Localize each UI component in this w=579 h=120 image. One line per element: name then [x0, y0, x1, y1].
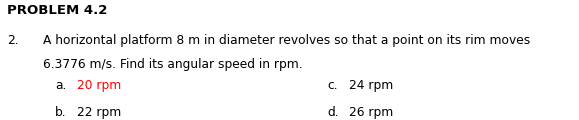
Text: a.: a.	[55, 79, 67, 92]
Text: c.: c.	[327, 79, 338, 92]
Text: d.: d.	[327, 106, 339, 119]
Text: 22 rpm: 22 rpm	[77, 106, 121, 119]
Text: 24 rpm: 24 rpm	[349, 79, 393, 92]
Text: 20 rpm: 20 rpm	[77, 79, 121, 92]
Text: b.: b.	[55, 106, 67, 119]
Text: 26 rpm: 26 rpm	[349, 106, 393, 119]
Text: 6.3776 m/s. Find its angular speed in rpm.: 6.3776 m/s. Find its angular speed in rp…	[43, 58, 303, 71]
Text: 2.: 2.	[7, 34, 19, 47]
Text: A horizontal platform 8 m in diameter revolves so that a point on its rim moves: A horizontal platform 8 m in diameter re…	[43, 34, 531, 47]
Text: PROBLEM 4.2: PROBLEM 4.2	[7, 4, 107, 17]
